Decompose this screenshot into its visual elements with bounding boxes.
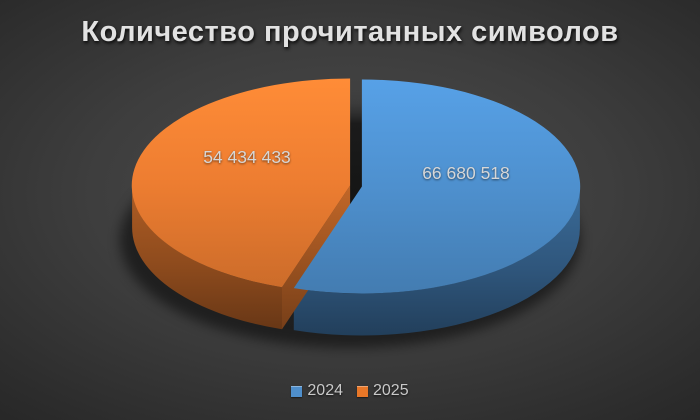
pie-slice-2024[interactable]: [293, 79, 581, 294]
legend-item-2025[interactable]: 2025: [357, 382, 409, 400]
pie-body: [120, 78, 581, 348]
legend-swatch-2025: [357, 385, 368, 397]
slice-value-label-2024: 66 680 518: [422, 163, 510, 183]
pie-side-wall-2025: [132, 185, 282, 330]
legend: 2024 2025: [0, 381, 700, 401]
pie-slice-2025[interactable]: [131, 78, 351, 288]
legend-swatch-2024: [291, 385, 303, 397]
legend-label-2025: 2025: [373, 382, 409, 399]
pie-side-wall-2024: [293, 186, 580, 336]
slice-value-label-2025: 54 434 433: [203, 147, 291, 167]
legend-label-2024: 2024: [307, 382, 343, 399]
legend-item-2024[interactable]: 2024: [291, 382, 343, 400]
chart-title: Количество прочитанных символов: [81, 16, 619, 48]
